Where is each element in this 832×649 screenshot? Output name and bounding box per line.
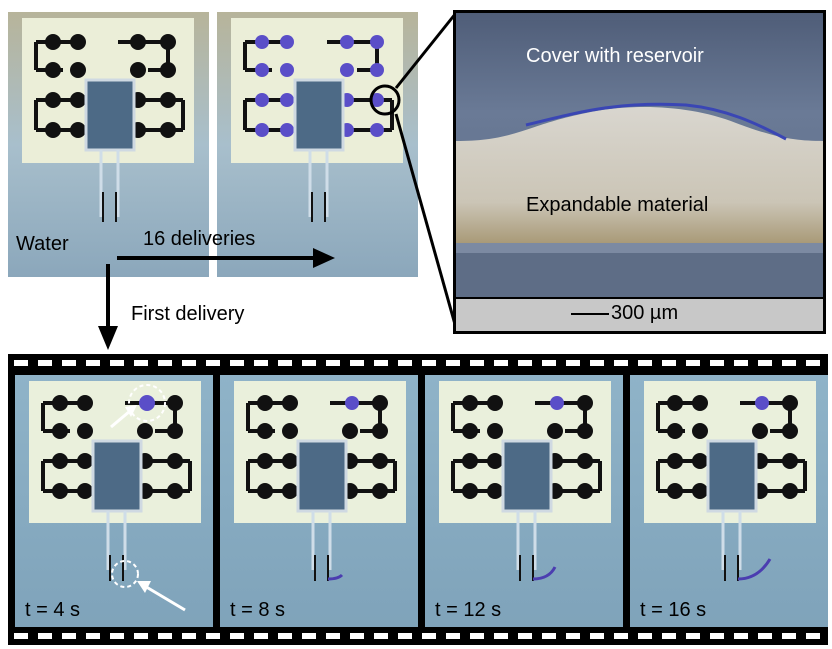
- magnify-circle: [369, 84, 401, 116]
- water-label: Water: [16, 233, 69, 255]
- film-perforations-top: [14, 360, 820, 366]
- filmstrip: t = 4 s t = 8 s: [8, 354, 828, 645]
- deliveries-label: 16 deliveries: [143, 228, 256, 250]
- film-frame-1: t = 4 s: [15, 375, 213, 627]
- film-frame-2: t = 8 s: [220, 375, 418, 627]
- film-frame-4: t = 16 s: [630, 375, 828, 627]
- device-photo-water: [8, 12, 209, 277]
- material-label: Expandable material: [526, 194, 709, 216]
- film-perforations-bottom: [14, 633, 820, 639]
- scale-bar-label: 300 µm: [611, 302, 679, 324]
- frame-2-time: t = 8 s: [230, 599, 286, 621]
- cover-label: Cover with reservoir: [526, 45, 704, 67]
- frame-1-time: t = 4 s: [25, 599, 81, 621]
- first-delivery-arrow: [98, 264, 118, 350]
- deliveries-arrow: [117, 248, 335, 268]
- frame-4-time: t = 16 s: [640, 599, 707, 621]
- first-delivery-label: First delivery: [131, 303, 245, 325]
- inset-micrograph: 300 µm Cover with reservoir Expandable m…: [453, 10, 826, 334]
- scale-bar-panel: [456, 297, 823, 331]
- frame-3-time: t = 12 s: [435, 599, 502, 621]
- zoom-lines: [394, 12, 458, 329]
- film-frame-3: t = 12 s: [425, 375, 623, 627]
- scale-bar-line: [571, 313, 609, 315]
